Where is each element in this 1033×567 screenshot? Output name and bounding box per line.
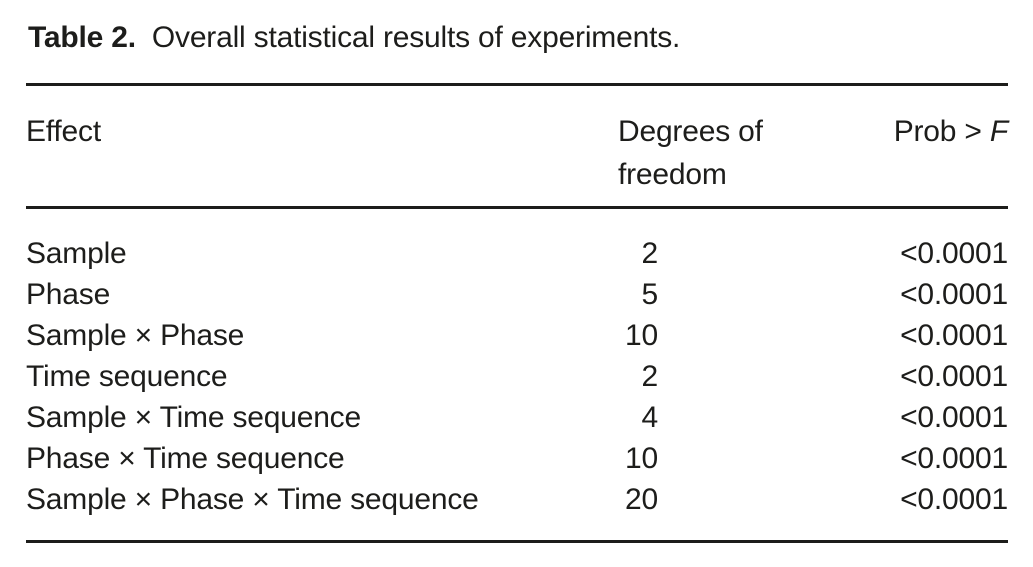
effect-cell: Phase × Time sequence — [26, 442, 345, 475]
df-cell: 10 — [618, 315, 793, 356]
table-row: Sample 2 <0.0001 — [26, 233, 1008, 274]
df-cell: 2 — [618, 233, 793, 274]
statistics-table: Effect Degrees of freedom Prob > F Sampl… — [26, 83, 1008, 543]
table-row: Phase × Time sequence 10 <0.0001 — [26, 438, 1008, 479]
effect-cell: Sample × Phase × Time sequence — [26, 483, 479, 516]
effect-cell: Sample × Phase — [26, 319, 245, 352]
prob-cell: <0.0001 — [900, 442, 1008, 475]
prob-header-prefix: Prob > — [893, 115, 990, 148]
df-cell: 20 — [618, 479, 793, 520]
table-row: Time sequence 2 <0.0001 — [26, 356, 1008, 397]
column-header-effect: Effect — [26, 115, 101, 148]
prob-cell: <0.0001 — [900, 360, 1008, 393]
table-caption-text: Overall statistical results of experimen… — [151, 21, 681, 54]
table-caption: Table 2. Overall statistical results of e… — [28, 20, 680, 56]
table-row: Sample × Phase 10 <0.0001 — [26, 315, 1008, 356]
table-caption-label: Table 2. — [28, 21, 136, 54]
df-value: 20 — [625, 483, 658, 516]
prob-header-f-symbol: F — [989, 115, 1008, 148]
column-header-prob-f: Prob > F — [793, 110, 1009, 196]
table-row: Sample × Phase × Time sequence 20 <0.000… — [26, 479, 1008, 520]
df-cell: 10 — [618, 438, 793, 479]
df-value: 2 — [641, 360, 659, 393]
effect-cell: Sample × Time sequence — [26, 401, 361, 434]
table-row: Sample × Time sequence 4 <0.0001 — [26, 397, 1008, 438]
column-header-degrees-of-freedom: Degrees of freedom — [618, 110, 793, 196]
prob-cell: <0.0001 — [900, 319, 1008, 352]
table-header-row: Effect Degrees of freedom Prob > F — [26, 86, 1008, 209]
df-cell: 2 — [618, 356, 793, 397]
df-value: 2 — [641, 237, 659, 270]
column-header-df-line1: Degrees of — [618, 115, 763, 148]
prob-cell: <0.0001 — [900, 278, 1008, 311]
df-value: 5 — [641, 278, 659, 311]
df-cell: 5 — [618, 274, 793, 315]
effect-cell: Time sequence — [26, 360, 228, 393]
prob-cell: <0.0001 — [900, 483, 1008, 516]
table-body: Sample 2 <0.0001 Phase 5 <0.0001 Sample … — [26, 209, 1008, 540]
table-row: Phase 5 <0.0001 — [26, 274, 1008, 315]
effect-cell: Phase — [26, 278, 111, 311]
df-value: 10 — [625, 442, 658, 475]
df-value: 10 — [625, 319, 658, 352]
df-cell: 4 — [618, 397, 793, 438]
prob-cell: <0.0001 — [900, 237, 1008, 270]
df-value: 4 — [641, 401, 659, 434]
prob-cell: <0.0001 — [900, 401, 1008, 434]
effect-cell: Sample — [26, 237, 127, 270]
column-header-df-line2: freedom — [618, 158, 727, 191]
